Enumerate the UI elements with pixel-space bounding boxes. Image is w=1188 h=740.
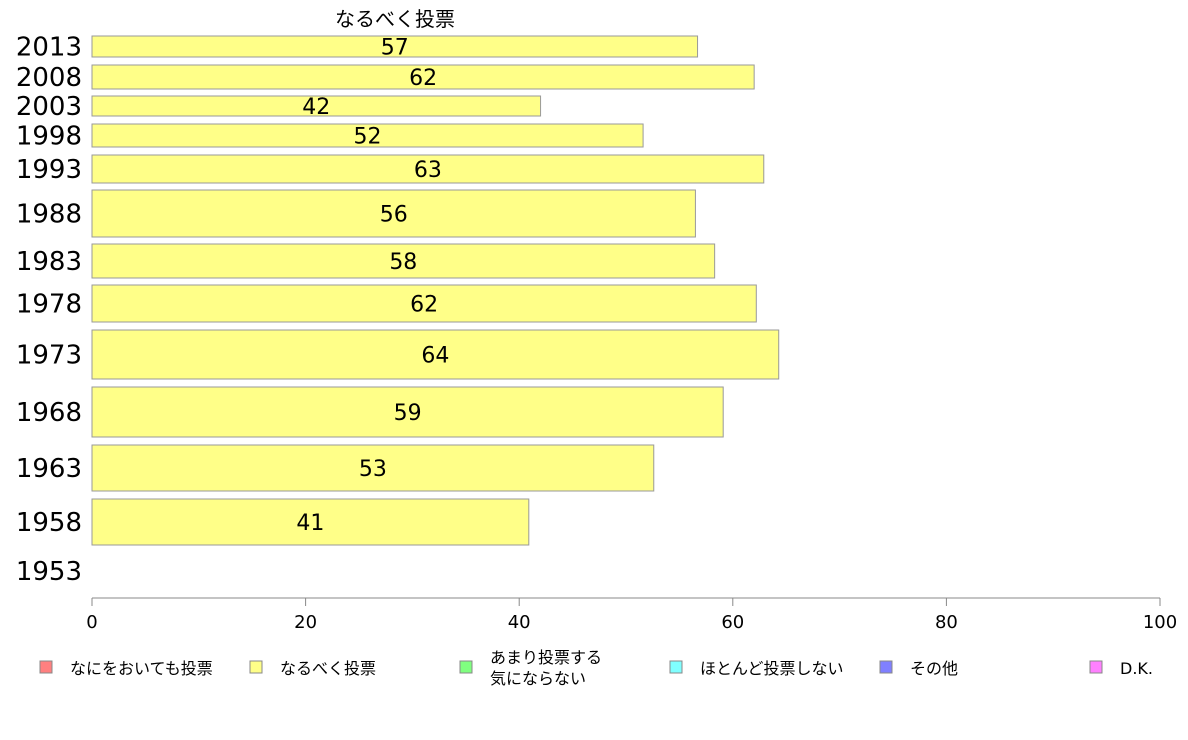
bar: [91, 243, 716, 279]
legend-swatch: [1089, 660, 1103, 674]
data-label: 58: [389, 250, 417, 275]
data-label: 59: [394, 401, 422, 426]
data-label: 53: [359, 457, 387, 482]
bar: [91, 329, 780, 380]
bar: [91, 498, 530, 546]
y-tick-label: 2013: [16, 33, 82, 63]
y-tick-label: 1953: [16, 557, 82, 587]
data-label: 42: [302, 95, 330, 120]
bar: [91, 189, 696, 238]
bar: [91, 35, 699, 58]
y-tick-label: 1968: [16, 398, 82, 428]
bar: [91, 284, 757, 323]
x-tick-label: 100: [1143, 612, 1177, 633]
legend-swatch: [249, 660, 263, 674]
x-tick-label: 0: [86, 612, 97, 633]
legend-swatch: [879, 660, 893, 674]
data-label: 57: [381, 36, 409, 61]
y-tick-label: 1978: [16, 290, 82, 320]
y-tick-label: 1988: [16, 200, 82, 230]
data-label: 64: [421, 344, 449, 369]
y-tick-label: 2003: [16, 92, 82, 122]
legend-label: D.K.: [1120, 659, 1153, 678]
x-tick-label: 20: [294, 612, 317, 633]
legend-swatch: [459, 660, 473, 674]
chart-title: なるべく投票: [335, 7, 455, 31]
legend-label: ほとんど投票しない: [700, 659, 844, 678]
legend-label: なにをおいても投票: [70, 659, 213, 678]
y-tick-label: 2008: [16, 63, 82, 93]
legend-item: なにをおいても投票: [39, 659, 213, 678]
x-tick-label: 80: [935, 612, 958, 633]
data-label: 56: [380, 203, 408, 228]
legend-item: その他: [879, 659, 958, 678]
y-tick-label: 1973: [16, 341, 82, 371]
legend-item: ほとんど投票しない: [669, 659, 844, 678]
data-label: 62: [409, 66, 437, 91]
legend-label: その他: [910, 659, 958, 678]
data-label: 52: [354, 125, 382, 150]
y-tick-label: 1983: [16, 247, 82, 277]
y-tick-label: 1963: [16, 454, 82, 484]
y-tick-label: 1998: [16, 122, 82, 152]
legend-item: あまり投票する気にならない: [459, 648, 602, 688]
legend-label: あまり投票する気にならない: [490, 648, 602, 688]
x-tick-label: 60: [721, 612, 744, 633]
bar: [91, 444, 655, 492]
bar: [91, 386, 724, 438]
data-label: 41: [296, 511, 324, 536]
y-tick-label: 1993: [16, 155, 82, 185]
legend-swatch: [669, 660, 683, 674]
legend-item: D.K.: [1089, 659, 1153, 678]
data-label: 62: [410, 293, 438, 318]
legend-label: なるべく投票: [280, 659, 376, 678]
x-tick-label: 40: [508, 612, 531, 633]
bar: [91, 123, 644, 148]
y-tick-label: 1958: [16, 508, 82, 538]
data-label: 63: [414, 158, 442, 183]
legend-item: なるべく投票: [249, 659, 376, 678]
bar: [91, 64, 755, 90]
bar: [91, 95, 542, 117]
bar: [91, 154, 765, 184]
legend-swatch: [39, 660, 53, 674]
